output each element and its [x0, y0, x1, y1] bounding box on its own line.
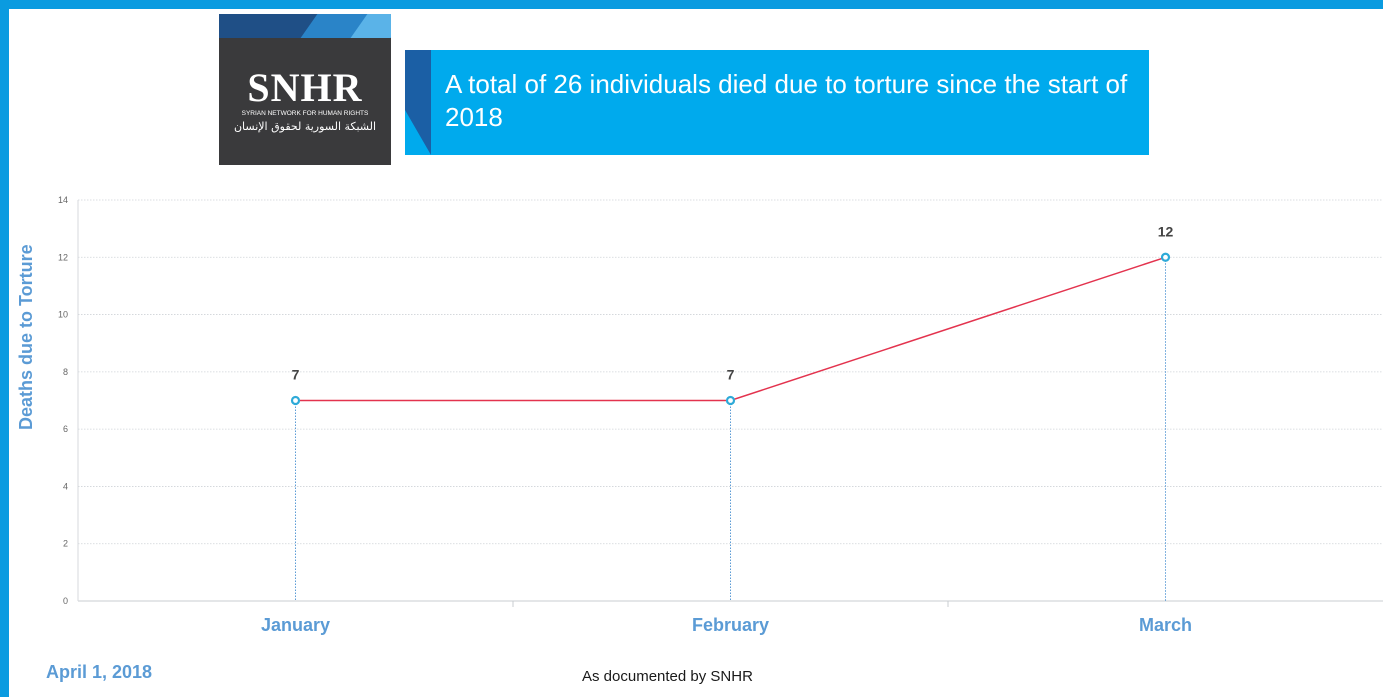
x-tick-march: March — [1139, 615, 1192, 635]
report-date: April 1, 2018 — [46, 662, 153, 682]
logo-text: SNHR — [247, 65, 363, 110]
logo-subtitle: SYRIAN NETWORK FOR HUMAN RIGHTS — [241, 110, 369, 117]
data-label-march: 12 — [1158, 223, 1174, 239]
source-note: As documented by SNHR — [582, 668, 753, 685]
y-tick-label: 10 — [58, 310, 68, 320]
drop-lines — [295, 257, 1166, 601]
y-tick-label: 8 — [63, 367, 68, 377]
y-tick-label: 6 — [63, 424, 68, 434]
data-label-february: 7 — [727, 367, 735, 383]
data-point-february — [725, 395, 736, 406]
logo-arabic: الشبكة السورية لحقوق الإنسان — [233, 120, 377, 133]
x-tick-january: January — [261, 615, 330, 635]
y-tick-label: 14 — [58, 195, 68, 205]
x-tick-february: February — [692, 615, 769, 635]
x-tick-labels: January February March — [261, 615, 1192, 635]
data-point-march — [1160, 252, 1171, 262]
snhr-logo: SNHR SYRIAN NETWORK FOR HUMAN RIGHTS الش… — [219, 14, 391, 165]
data-label-january: 7 — [292, 367, 300, 383]
data-point-january — [290, 395, 301, 406]
chart-title: A total of 26 individuals died due to to… — [445, 69, 1128, 132]
banner-accent-triangle — [405, 110, 431, 155]
y-tick-label: 4 — [63, 481, 68, 491]
title-banner: A total of 26 individuals died due to to… — [405, 50, 1149, 155]
y-tick-label: 0 — [63, 596, 68, 606]
y-tick-label: 2 — [63, 539, 68, 549]
data-points — [290, 252, 1171, 406]
y-tick-label: 12 — [58, 252, 68, 262]
data-labels: 7 7 12 — [292, 223, 1174, 382]
y-tick-labels: 0 2 4 6 8 10 12 14 — [58, 195, 68, 606]
